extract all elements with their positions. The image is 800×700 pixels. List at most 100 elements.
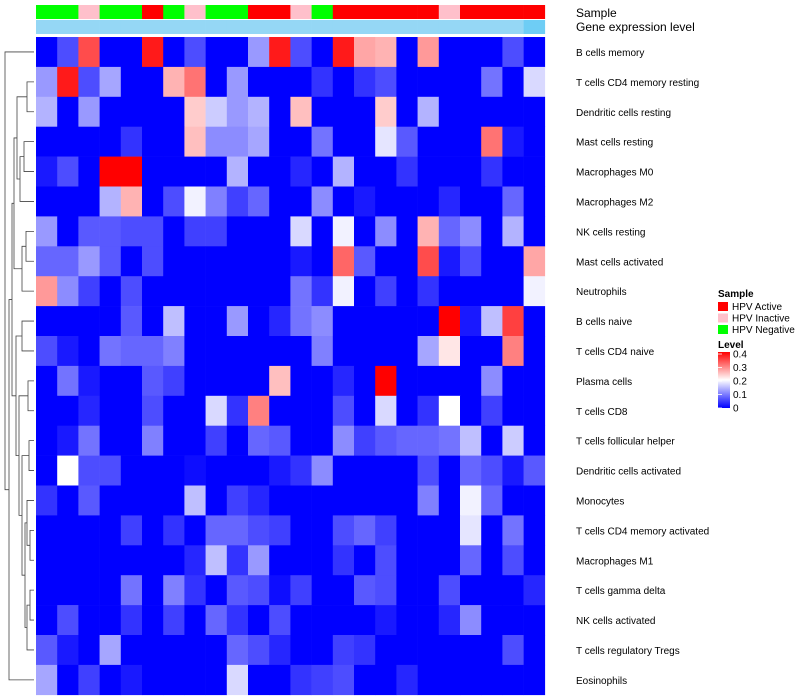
heatmap-cell (438, 246, 461, 277)
heatmap-cell (99, 425, 122, 456)
heatmap-cell (460, 425, 482, 456)
heatmap-cell (481, 186, 503, 217)
heatmap-cell (502, 575, 524, 606)
heatmap-cell (460, 545, 482, 576)
sample-annotation-cell (332, 5, 355, 19)
heatmap-cell (184, 336, 206, 367)
heatmap-cell (523, 545, 546, 576)
heatmap-cell (248, 216, 270, 247)
heatmap-cell (99, 485, 122, 516)
heatmap-cell (78, 306, 100, 337)
heatmap-cell (290, 635, 312, 666)
heatmap-cell (481, 365, 503, 397)
gene-annotation-cell (481, 20, 503, 34)
heatmap-cell (438, 545, 461, 576)
heatmap-cell (290, 575, 312, 606)
heatmap-cell (78, 246, 100, 277)
heatmap-cell (396, 336, 418, 367)
heatmap-cell (290, 485, 312, 516)
heatmap-cell (57, 66, 79, 98)
heatmap-cell (36, 425, 58, 456)
heatmap-cell (438, 425, 461, 456)
heatmap-cell (142, 126, 164, 157)
heatmap-cell (502, 306, 524, 337)
heatmap-cell (99, 66, 122, 98)
heatmap-cell (184, 156, 206, 187)
heatmap-cell (375, 485, 397, 516)
sample-legend-swatch (718, 325, 728, 334)
heatmap-cell (481, 96, 503, 127)
heatmap-cell (226, 306, 249, 337)
heatmap-cell (417, 485, 440, 516)
heatmap-cell (226, 635, 249, 666)
heatmap-cell (502, 276, 524, 307)
heatmap-cell (502, 395, 524, 426)
heatmap-cell (502, 605, 524, 636)
heatmap-cell (438, 605, 461, 636)
heatmap-cell (226, 96, 249, 127)
heatmap-cell (142, 306, 164, 337)
heatmap-cell (269, 635, 291, 666)
dendrogram-branch (21, 455, 29, 576)
heatmap-cell (120, 425, 143, 456)
heatmap-cell (354, 395, 376, 426)
heatmap-cell (481, 545, 503, 576)
heatmap-cell (332, 246, 355, 277)
heatmap-cell (120, 126, 143, 157)
heatmap-cell (269, 545, 291, 576)
heatmap-cell (523, 635, 546, 666)
sample-annotation-cell (311, 5, 334, 19)
heatmap-cell (205, 365, 228, 397)
heatmap-cell (502, 37, 524, 68)
heatmap-cell (375, 455, 397, 486)
heatmap-cell (396, 635, 418, 666)
heatmap-cell (438, 216, 461, 247)
heatmap-cell (184, 545, 206, 576)
heatmap-cell (248, 635, 270, 666)
heatmap-cell (163, 66, 185, 98)
level-legend: Level 0.4 0.3 0.2 0.1 0 (718, 340, 747, 415)
sample-annotation-cell (78, 5, 100, 19)
heatmap-cell (36, 96, 58, 127)
heatmap-cell (226, 37, 249, 68)
heatmap-cell (523, 306, 546, 337)
heatmap-cell (248, 545, 270, 576)
heatmap-cell (269, 455, 291, 486)
dendrogram-branch (26, 500, 34, 546)
heatmap-cell (354, 365, 376, 397)
heatmap-cell (57, 276, 79, 307)
heatmap-cell (460, 186, 482, 217)
heatmap-cell (438, 66, 461, 98)
heatmap-cell (184, 485, 206, 516)
sample-annotation-cell (502, 5, 524, 19)
heatmap-cell (417, 37, 440, 68)
heatmap-cell (311, 96, 334, 127)
heatmap-cell (523, 96, 546, 127)
heatmap-cell (248, 96, 270, 127)
heatmap-cell (57, 246, 79, 277)
dendrogram-branch (29, 529, 34, 561)
heatmap-cell (290, 664, 312, 696)
row-label: Mast cells resting (576, 138, 653, 149)
heatmap-cell (396, 365, 418, 397)
gene-annotation-cell (36, 20, 58, 34)
row-labels: B cells memory T cells CD4 memory resting… (576, 48, 709, 687)
row-label: T cells gamma delta (576, 586, 666, 597)
heatmap-cell (226, 126, 249, 157)
heatmap-cell (523, 575, 546, 606)
gene-annotation-cell (438, 20, 461, 34)
heatmap-cell (205, 336, 228, 367)
gene-annotation-cell (354, 20, 376, 34)
heatmap-cell (269, 276, 291, 307)
dendrogram-branch (26, 81, 34, 113)
gene-annotation-cell (332, 20, 355, 34)
heatmap-cell (460, 455, 482, 486)
heatmap-cell (311, 336, 334, 367)
heatmap-cell (163, 605, 185, 636)
heatmap-cell (481, 306, 503, 337)
sample-annotation-cell (523, 5, 546, 19)
heatmap-cell (163, 37, 185, 68)
heatmap-cell (163, 455, 185, 486)
heatmap-cell (332, 276, 355, 307)
heatmap-cell (142, 635, 164, 666)
